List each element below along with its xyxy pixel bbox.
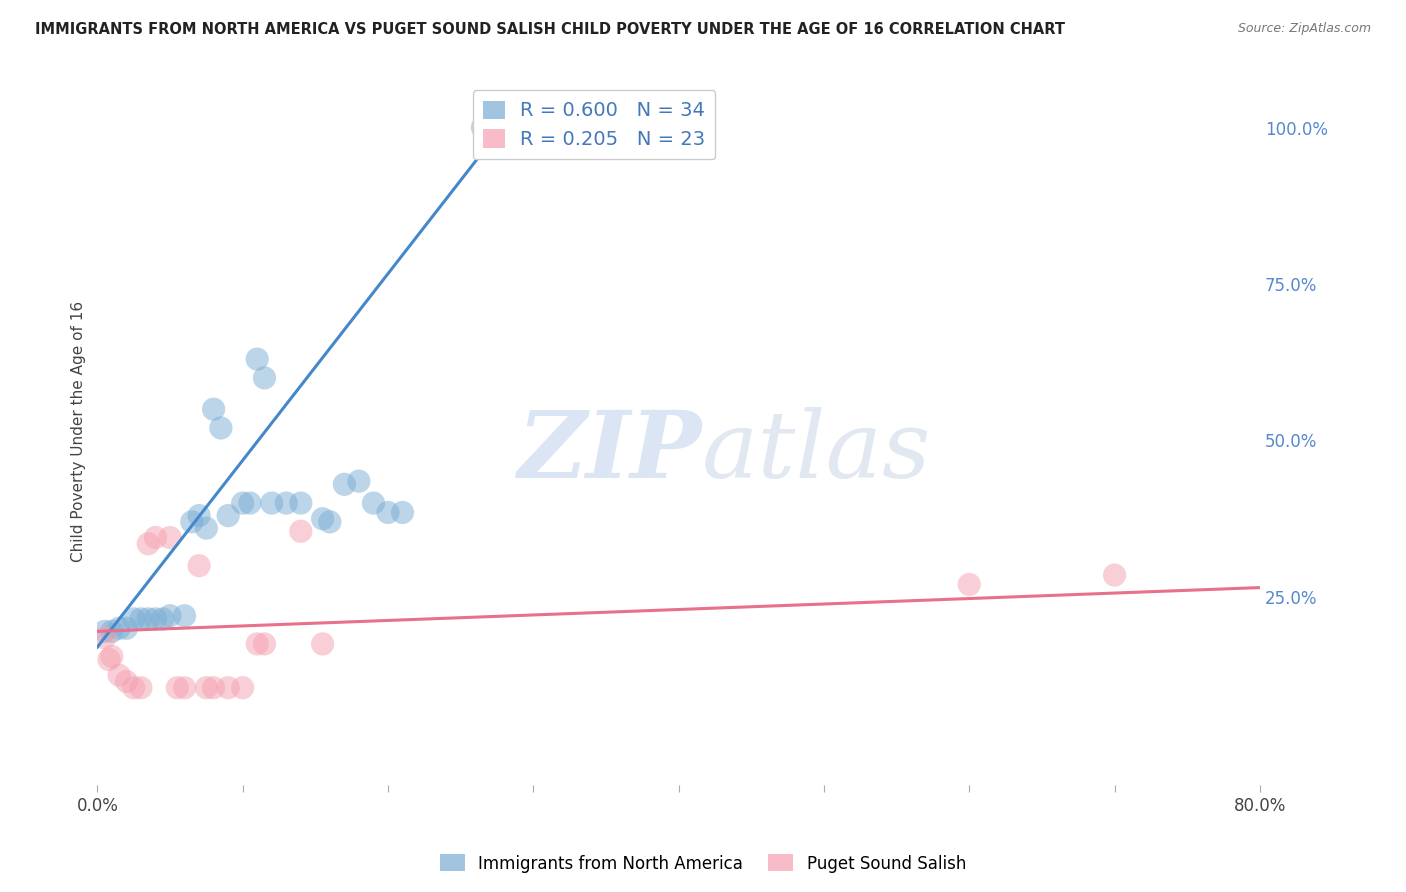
Point [217, 681, 239, 695]
Text: atlas: atlas [702, 408, 931, 498]
Point [202, 681, 225, 695]
Point [152, 612, 174, 626]
Point [93, 631, 115, 645]
Point [136, 612, 159, 626]
Point [333, 477, 356, 491]
Point [485, 120, 508, 135]
Point [217, 508, 239, 523]
Y-axis label: Child Poverty Under the Age of 16: Child Poverty Under the Age of 16 [72, 301, 86, 562]
Point [159, 608, 181, 623]
Point [129, 681, 152, 695]
Point [115, 621, 138, 635]
Point [122, 612, 145, 626]
Point [98, 652, 121, 666]
Point [101, 624, 124, 639]
Point [136, 537, 159, 551]
Point [101, 649, 124, 664]
Point [195, 681, 218, 695]
Point [180, 515, 202, 529]
Point [173, 608, 195, 623]
Point [108, 668, 131, 682]
Point [957, 577, 980, 591]
Point [108, 621, 131, 635]
Point [195, 521, 218, 535]
Point [246, 352, 269, 367]
Point [253, 371, 276, 385]
Point [246, 637, 269, 651]
Point [319, 515, 342, 529]
Point [145, 531, 167, 545]
Point [377, 506, 399, 520]
Point [1104, 568, 1126, 582]
Point [188, 508, 211, 523]
Point [202, 402, 225, 417]
Point [159, 531, 181, 545]
Text: Source: ZipAtlas.com: Source: ZipAtlas.com [1237, 22, 1371, 36]
Point [188, 558, 211, 573]
Point [166, 681, 188, 695]
Point [253, 637, 276, 651]
Point [260, 496, 283, 510]
Legend: Immigrants from North America, Puget Sound Salish: Immigrants from North America, Puget Sou… [433, 847, 973, 880]
Point [363, 496, 385, 510]
Point [276, 496, 298, 510]
Point [478, 120, 501, 135]
Point [93, 624, 115, 639]
Point [311, 637, 333, 651]
Legend: R = 0.600   N = 34, R = 0.205   N = 23: R = 0.600 N = 34, R = 0.205 N = 23 [472, 90, 716, 160]
Text: IMMIGRANTS FROM NORTH AMERICA VS PUGET SOUND SALISH CHILD POVERTY UNDER THE AGE : IMMIGRANTS FROM NORTH AMERICA VS PUGET S… [35, 22, 1066, 37]
Point [391, 506, 413, 520]
Point [232, 496, 254, 510]
Point [115, 674, 138, 689]
Point [290, 496, 312, 510]
Text: ZIP: ZIP [517, 408, 702, 498]
Point [290, 524, 312, 539]
Point [209, 421, 232, 435]
Point [173, 681, 195, 695]
Point [122, 681, 145, 695]
Point [129, 612, 152, 626]
Point [311, 512, 333, 526]
Point [471, 120, 494, 135]
Point [239, 496, 262, 510]
Point [145, 612, 167, 626]
Point [232, 681, 254, 695]
Point [347, 474, 370, 488]
